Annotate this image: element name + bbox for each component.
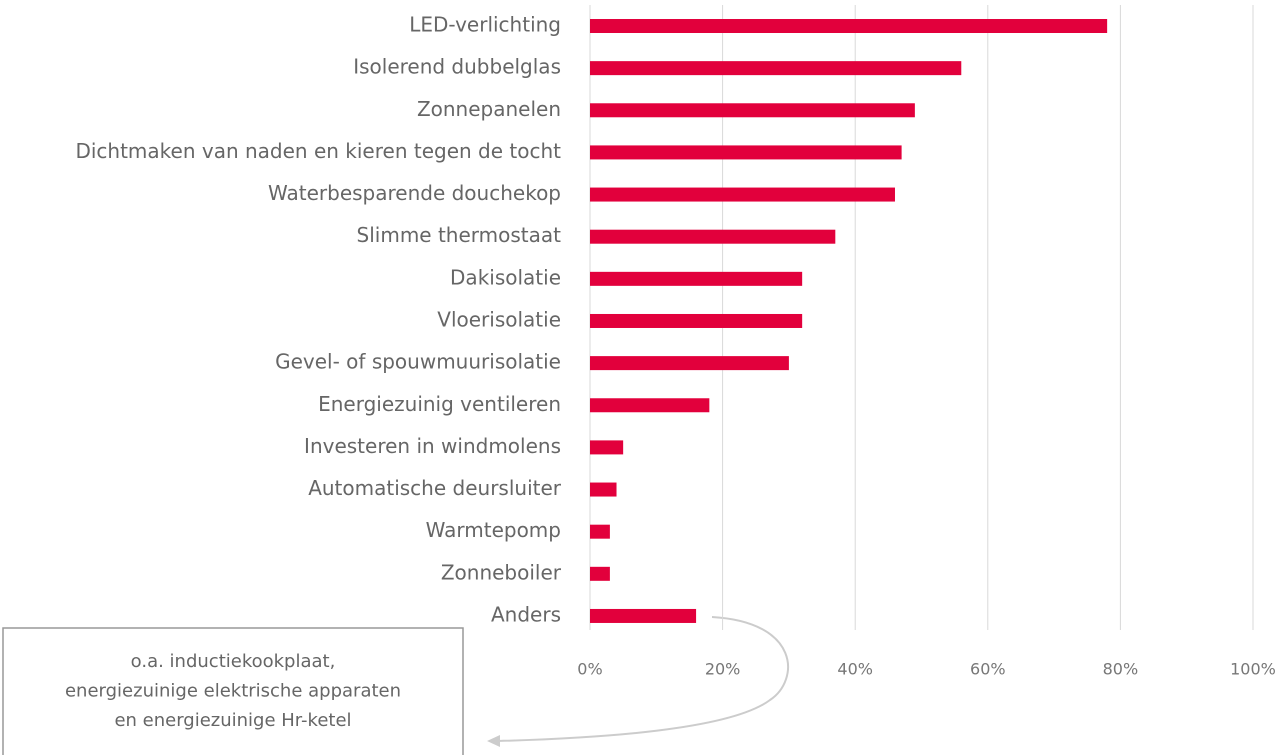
- bar: [590, 187, 895, 202]
- bar: [590, 61, 962, 76]
- bar: [590, 271, 803, 286]
- y-tick-label: Warmtepomp: [426, 518, 561, 542]
- annotation-box: [2, 627, 464, 755]
- x-tick-label: 80%: [1103, 660, 1139, 679]
- annotation-arrow: [497, 616, 790, 742]
- bar: [590, 440, 624, 455]
- y-tick-label: Waterbesparende douchekop: [268, 181, 561, 205]
- bar: [590, 229, 836, 244]
- bar: [590, 103, 915, 118]
- bar: [590, 482, 617, 497]
- bar: [590, 398, 710, 413]
- y-tick-label: Automatische deursluiter: [308, 476, 562, 500]
- y-tick-label: Zonneboiler: [441, 560, 562, 584]
- y-tick-label: LED-verlichting: [409, 13, 561, 37]
- bar: [590, 19, 1108, 33]
- x-tick-label: 0%: [577, 660, 602, 679]
- bar: [590, 356, 789, 371]
- annotation-text: energiezuinige elektrische apparaten: [65, 681, 401, 702]
- bar: [590, 313, 803, 328]
- y-tick-label: Isolerend dubbelglas: [353, 55, 561, 79]
- y-tick-label: Energiezuinig ventileren: [318, 392, 561, 416]
- y-tick-label: Investeren in windmolens: [304, 434, 561, 458]
- y-tick-label: Dakisolatie: [450, 265, 561, 289]
- x-tick-label: 60%: [970, 660, 1006, 679]
- y-tick-label: Slimme thermostaat: [357, 223, 562, 247]
- y-tick-label: Dichtmaken van naden en kieren tegen de …: [75, 139, 561, 163]
- x-tick-label: 20%: [705, 660, 741, 679]
- y-tick-label: Vloerisolatie: [437, 307, 561, 331]
- x-tick-label: 100%: [1230, 660, 1276, 679]
- y-tick-label: Gevel- of spouwmuurisolatie: [275, 350, 561, 374]
- bar: [590, 145, 902, 160]
- annotation-text: en energiezuinige Hr-ketel: [114, 710, 351, 731]
- annotation-text: o.a. inductiekookplaat,: [131, 651, 336, 672]
- y-tick-label: Zonnepanelen: [417, 97, 561, 121]
- bar: [590, 524, 610, 539]
- bar: [590, 566, 610, 581]
- x-tick-label: 40%: [837, 660, 873, 679]
- bar: [590, 608, 697, 623]
- arrow-head: [487, 735, 500, 747]
- y-tick-label: Anders: [491, 602, 561, 626]
